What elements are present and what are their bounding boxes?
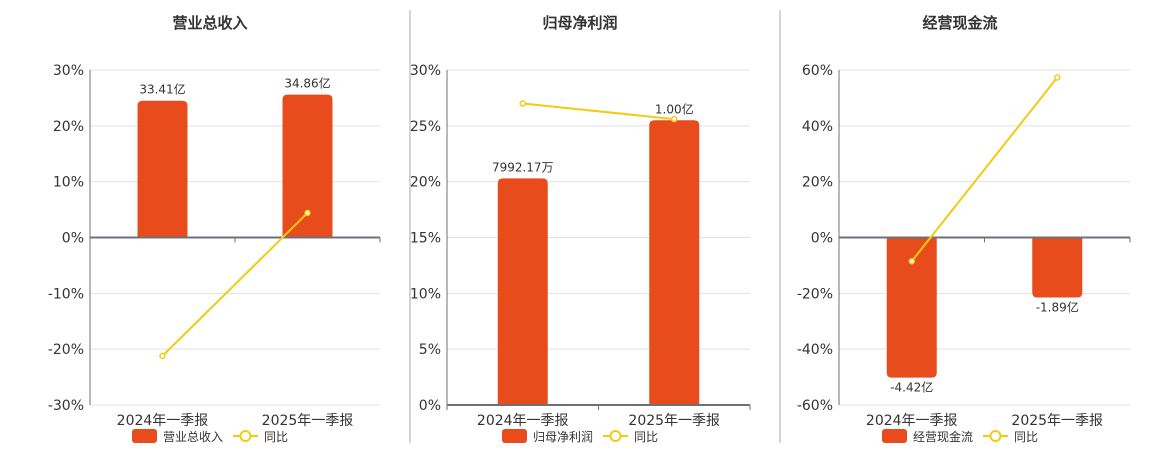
yoy-point xyxy=(908,257,915,265)
legend-line-label: 同比 xyxy=(264,430,288,444)
y-tick-label: 5% xyxy=(419,342,441,358)
y-tick-label: 10% xyxy=(53,175,84,191)
y-tick-label: -20% xyxy=(48,342,84,358)
legend-line-label: 同比 xyxy=(634,430,658,444)
bar xyxy=(137,100,188,238)
yoy-line xyxy=(161,212,309,357)
bar xyxy=(282,94,333,238)
bar-data-label: 34.86亿 xyxy=(284,76,330,91)
x-tick-label: 2025年一季报 xyxy=(1011,413,1103,429)
yoy-line xyxy=(910,76,1059,262)
y-tick-label: 15% xyxy=(410,231,441,247)
bar-data-label: -1.89亿 xyxy=(1036,300,1079,315)
y-tick-label: 20% xyxy=(53,119,84,135)
legend-bar-swatch xyxy=(132,429,157,443)
y-tick-label: 60% xyxy=(802,63,833,79)
y-tick-label: -20% xyxy=(797,286,833,302)
yoy-point xyxy=(671,115,678,123)
y-tick-label: 40% xyxy=(802,119,833,135)
yoy-point xyxy=(519,100,526,107)
legend-bar-swatch xyxy=(502,429,527,443)
y-tick-label: 0% xyxy=(62,231,84,247)
y-tick-label: -60% xyxy=(797,398,833,414)
bar-data-label: 7992.17万 xyxy=(492,160,554,174)
legend-line-marker xyxy=(989,430,1002,442)
yoy-point xyxy=(1054,74,1061,81)
yoy-line xyxy=(522,102,675,121)
y-tick-label: 20% xyxy=(802,175,833,191)
y-tick-label: 30% xyxy=(410,63,441,79)
y-tick-label: -30% xyxy=(48,398,84,414)
bar-data-label: -4.42亿 xyxy=(890,380,933,395)
legend-line-label: 同比 xyxy=(1014,430,1038,444)
y-tick-label: -10% xyxy=(48,286,84,302)
y-tick-label: 0% xyxy=(419,398,441,414)
x-tick-label: 2025年一季报 xyxy=(262,413,354,429)
legend-bar-swatch xyxy=(882,429,907,443)
legend-bar-label: 经营现金流 xyxy=(913,429,973,444)
chart-title: 归母净利润 xyxy=(542,14,617,32)
x-tick-label: 2024年一季报 xyxy=(117,413,209,429)
chart-3: 经营现金流 -60% -40% -20% 0% 20% 40% 60% -4.42亿 -1.89亿… xyxy=(797,14,1131,444)
bar-data-label: 1.00亿 xyxy=(655,101,694,116)
legend-bar-label: 营业总收入 xyxy=(163,430,223,444)
yoy-point xyxy=(304,209,311,217)
bar xyxy=(649,120,700,405)
bar-data-label: 33.41亿 xyxy=(139,82,185,97)
y-tick-label: 30% xyxy=(53,63,84,79)
x-tick-label: 2024年一季报 xyxy=(866,413,958,429)
y-tick-label: 0% xyxy=(811,231,833,247)
bar xyxy=(1032,237,1083,298)
y-tick-label: 10% xyxy=(410,286,441,302)
y-tick-label: -40% xyxy=(797,342,833,358)
yoy-point xyxy=(159,352,166,360)
y-tick-label: 25% xyxy=(410,119,441,135)
legend: 归母净利润 同比 xyxy=(502,429,658,444)
bar xyxy=(886,237,937,378)
legend: 经营现金流 同比 xyxy=(882,429,1038,444)
bar xyxy=(497,178,548,405)
y-tick-label: 20% xyxy=(410,175,441,191)
x-tick-label: 2025年一季报 xyxy=(628,413,720,429)
legend-line-marker xyxy=(609,430,622,442)
chart-2: 归母净利润 0% 5% 10% 15% 20% 25% 30% 7992.17万 1.00亿 202… xyxy=(410,14,751,444)
x-tick-label: 2024年一季报 xyxy=(477,413,569,429)
chart-1: 营业总收入 -30% -20% -10% 0% 10% 20% 30% 33.41亿 34.86亿… xyxy=(48,14,381,444)
chart-title: 营业总收入 xyxy=(172,14,247,32)
chart-title: 经营现金流 xyxy=(922,14,997,32)
legend: 营业总收入 同比 xyxy=(132,429,288,444)
legend-bar-label: 归母净利润 xyxy=(533,430,593,444)
legend-line-marker xyxy=(239,430,252,442)
